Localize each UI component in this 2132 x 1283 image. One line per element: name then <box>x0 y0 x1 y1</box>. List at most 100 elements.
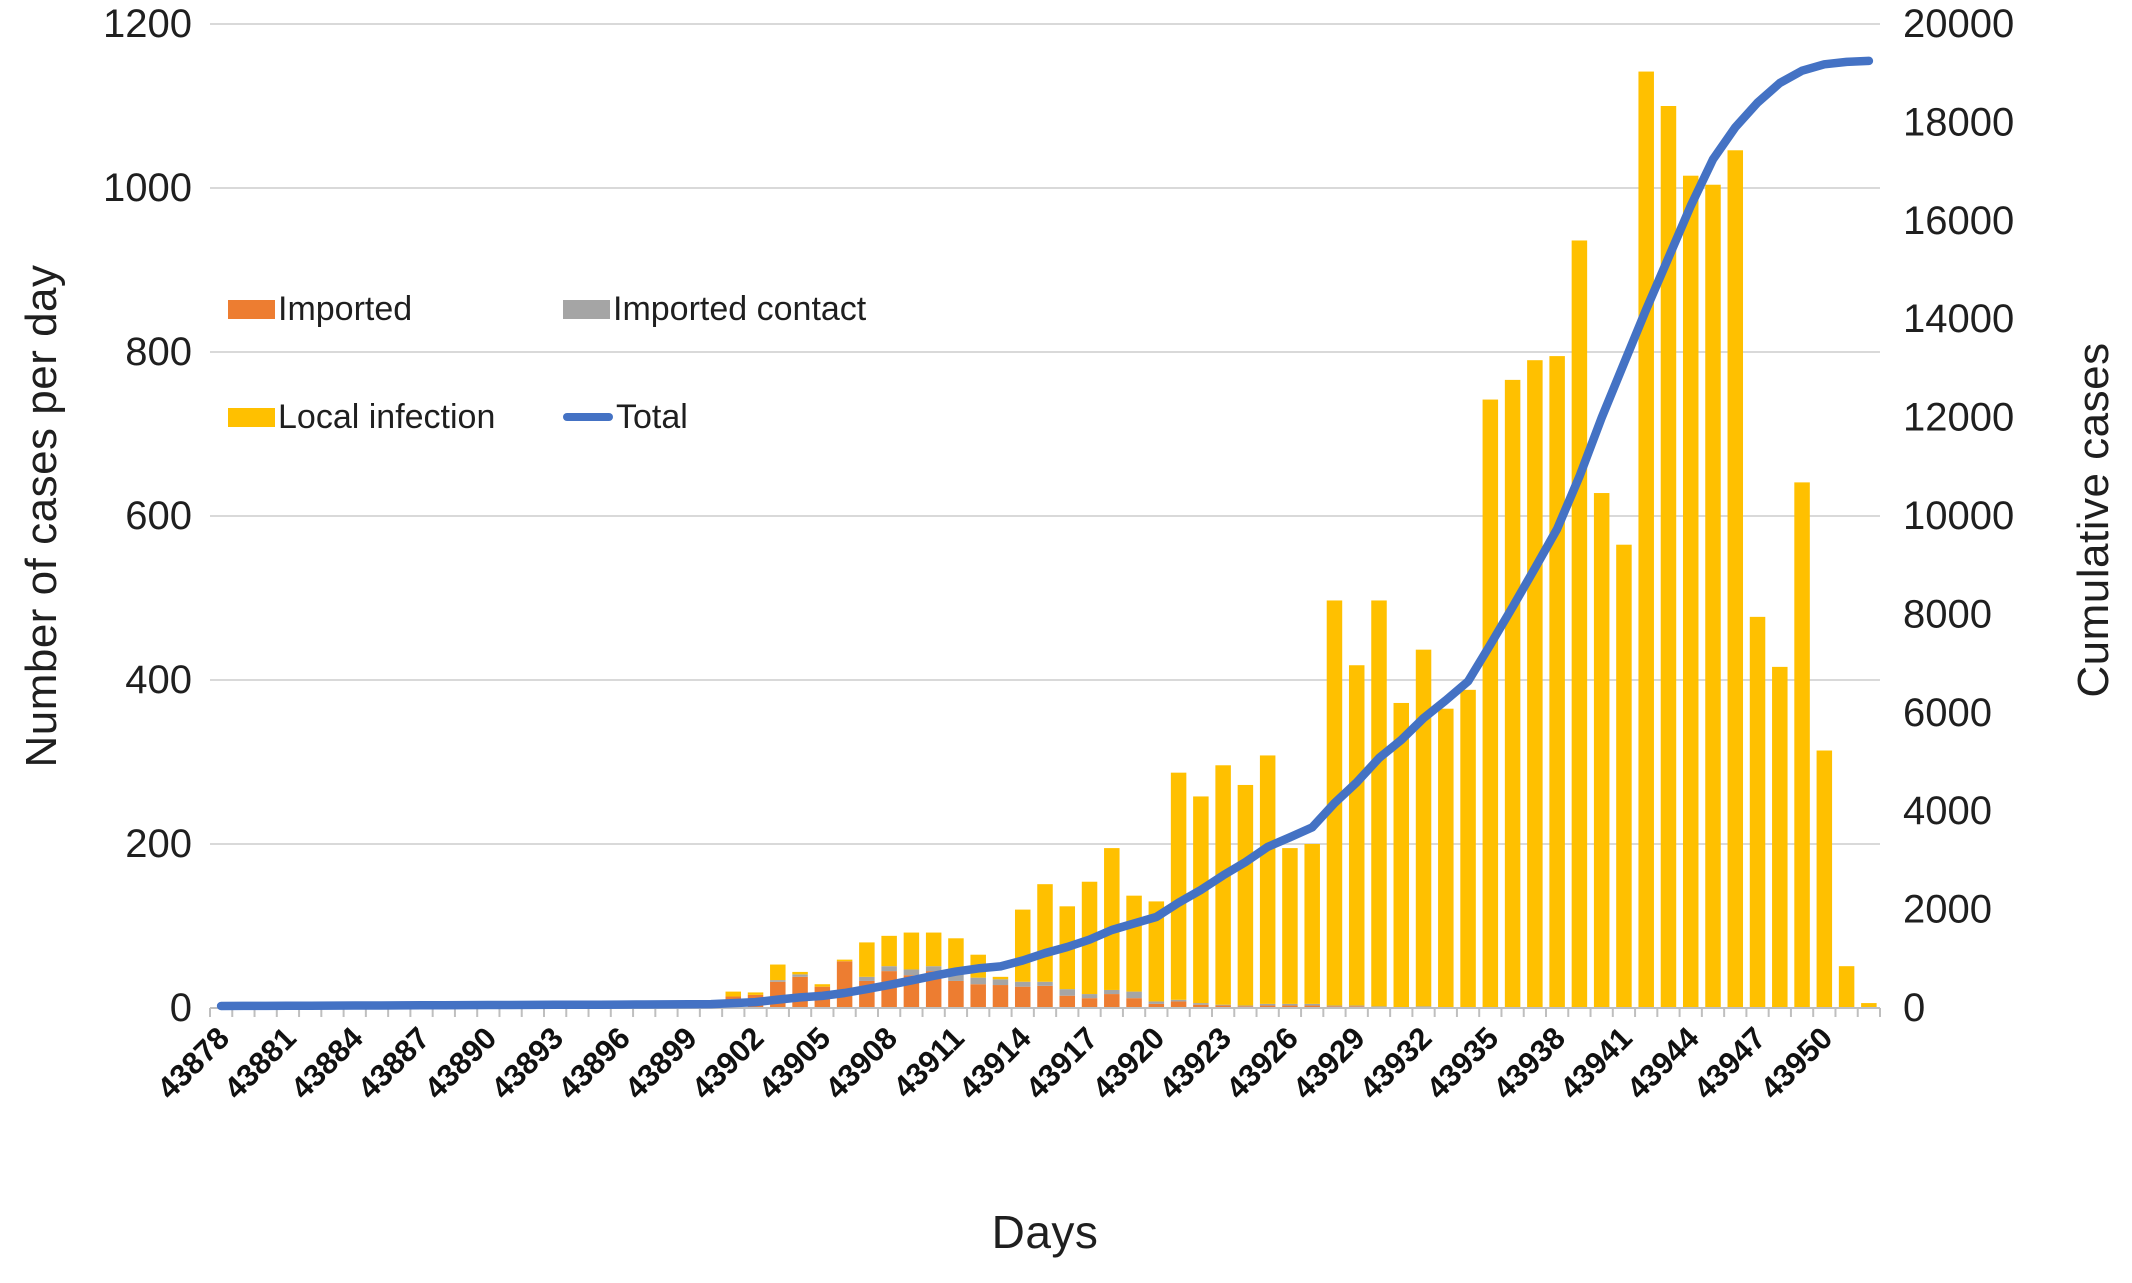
x-axis-tick-label: 43947 <box>1687 1020 1773 1106</box>
bar-segment-local-infection <box>1259 755 1276 1004</box>
bar-segment-imported <box>792 976 808 1008</box>
x-axis-tick-label: 43950 <box>1754 1020 1840 1106</box>
bar-segment-local-infection <box>1482 399 1499 1008</box>
bar-segment-local-infection <box>1593 493 1610 1008</box>
right-axis-tick-label: 18000 <box>1903 100 2014 144</box>
x-axis-tick-label: 43908 <box>818 1020 904 1106</box>
bar-segment-imported-contact <box>1148 1001 1165 1004</box>
bar-segment-local-infection <box>1638 71 1654 1008</box>
bar-segment-local-infection <box>1527 360 1543 1008</box>
x-axis-tick-label: 43884 <box>284 1020 370 1106</box>
bar-segment-local-infection <box>770 964 786 981</box>
bar-segment-local-infection <box>1749 616 1766 1008</box>
x-axis-tick-label: 43929 <box>1286 1020 1372 1106</box>
bar-segment-imported-contact <box>1237 1005 1254 1007</box>
bar-segment-imported-contact <box>1014 981 1031 987</box>
bar-segment-imported <box>1104 994 1120 1008</box>
bar-segment-local-infection <box>1504 379 1521 1008</box>
bar-segment-imported-contact <box>859 976 875 981</box>
x-axis-tick-label: 43893 <box>484 1020 570 1106</box>
bar-segment-imported-contact <box>1126 991 1142 999</box>
bar-segment-local-infection <box>1237 784 1254 1006</box>
bar-segment-local-infection <box>1393 702 1410 1008</box>
x-axis-tick-label: 43914 <box>952 1020 1038 1106</box>
bar-segment-imported <box>1282 1005 1298 1008</box>
x-axis-tick-label: 43941 <box>1553 1020 1639 1106</box>
left-axis-tick-label: 400 <box>125 658 192 702</box>
left-axis-tick-label: 0 <box>170 986 192 1030</box>
bar-segment-local-infection <box>1794 482 1810 1008</box>
right-axis-tick-label: 20000 <box>1903 2 2014 46</box>
bar-segment-local-infection <box>792 971 808 975</box>
legend-label: Local infection <box>278 397 496 436</box>
right-axis-tick-label: 8000 <box>1903 592 1992 636</box>
legend-label: Imported contact <box>613 289 867 328</box>
right-axis-tick-label: 16000 <box>1903 199 2014 243</box>
bar-segment-imported-contact <box>1193 1003 1209 1005</box>
bar-segment-local-infection <box>814 984 831 987</box>
right-axis-tick-label: 12000 <box>1903 396 2014 440</box>
bar-segment-imported-contact <box>1215 1004 1231 1006</box>
bar-segment-imported-contact <box>1282 1003 1298 1006</box>
total-cumulative-line <box>216 56 1874 1011</box>
bar-segment-local-infection <box>881 935 897 967</box>
bar-segment-local-infection <box>1616 544 1632 1008</box>
x-axis-tick-label: 43887 <box>351 1020 437 1106</box>
bar-segment-local-infection <box>747 992 764 995</box>
bar-segment-imported-contact <box>1371 1006 1387 1008</box>
bar-segment-local-infection <box>1838 966 1855 1008</box>
bar-segment-imported <box>1059 995 1076 1008</box>
left-axis-tick-label: 200 <box>125 822 192 866</box>
bar-segment-local-infection <box>1371 600 1387 1007</box>
legend-item-imported-contact: Imported contact <box>563 289 866 329</box>
bar-segment-imported <box>1081 998 1098 1008</box>
left-axis-tick-label: 1200 <box>103 2 192 46</box>
left-axis-tick-label: 600 <box>125 494 192 538</box>
x-axis-tick-label: 43923 <box>1152 1020 1238 1106</box>
bar-segment-local-infection <box>1682 175 1699 1008</box>
imported-contact-swatch-icon <box>563 299 610 319</box>
right-axis-title: Cumulative cases <box>2069 342 2118 698</box>
bar-segment-imported-contact <box>1104 989 1120 995</box>
bar-segment-imported <box>836 961 853 1008</box>
x-axis-tick-label: 43917 <box>1019 1020 1105 1106</box>
x-axis-tick-label: 43926 <box>1219 1020 1305 1106</box>
bar-segment-imported <box>970 984 986 1008</box>
imported-swatch-icon <box>228 299 275 319</box>
bar-segment-imported-contact <box>881 966 897 972</box>
bar-segment-local-infection <box>725 991 742 997</box>
bar-segment-local-infection <box>992 976 1009 980</box>
bar-segment-imported-contact <box>1170 999 1187 1002</box>
right-axis-tick-label: 14000 <box>1903 297 2014 341</box>
bar-segment-local-infection <box>1660 106 1677 1008</box>
bar-segment-local-infection <box>1772 666 1788 1008</box>
bar-segment-local-infection <box>1215 765 1231 1005</box>
bar-segment-imported-contact <box>1081 994 1098 999</box>
bar-segment-imported <box>1126 998 1142 1008</box>
bar-segment-imported <box>1148 1003 1165 1008</box>
bar-segment-local-infection <box>1415 649 1432 1007</box>
x-axis-tick-label: 43938 <box>1486 1020 1572 1106</box>
left-axis-tick-label: 1000 <box>103 166 192 210</box>
bar-segment-imported-contact <box>903 969 920 976</box>
legend-item-total: Total <box>563 397 688 437</box>
bar-segment-local-infection <box>859 942 875 977</box>
right-axis-tick-label: 4000 <box>1903 789 1992 833</box>
bar-segment-local-infection <box>836 959 853 962</box>
bar-segment-imported <box>1037 985 1053 1008</box>
bar-segment-imported <box>1259 1005 1276 1008</box>
bar-segment-local-infection <box>1727 150 1744 1008</box>
legend-item-imported: Imported <box>228 289 412 329</box>
bar-segment-local-infection <box>1014 909 1031 982</box>
bar-segment-imported-contact <box>925 966 942 972</box>
bar-segment-imported-contact <box>792 974 808 977</box>
left-axis-title: Number of cases per day <box>17 264 66 768</box>
x-axis-tick-label: 43890 <box>418 1020 504 1106</box>
x-axis-tick-label: 43920 <box>1086 1020 1172 1106</box>
right-axis-tick-label: 6000 <box>1903 691 1992 735</box>
right-axis-tick-label: 10000 <box>1903 494 2014 538</box>
bar-segment-imported <box>1193 1004 1209 1008</box>
x-axis-tick-label: 43902 <box>685 1020 771 1106</box>
x-axis-tick-label: 43905 <box>752 1020 838 1106</box>
